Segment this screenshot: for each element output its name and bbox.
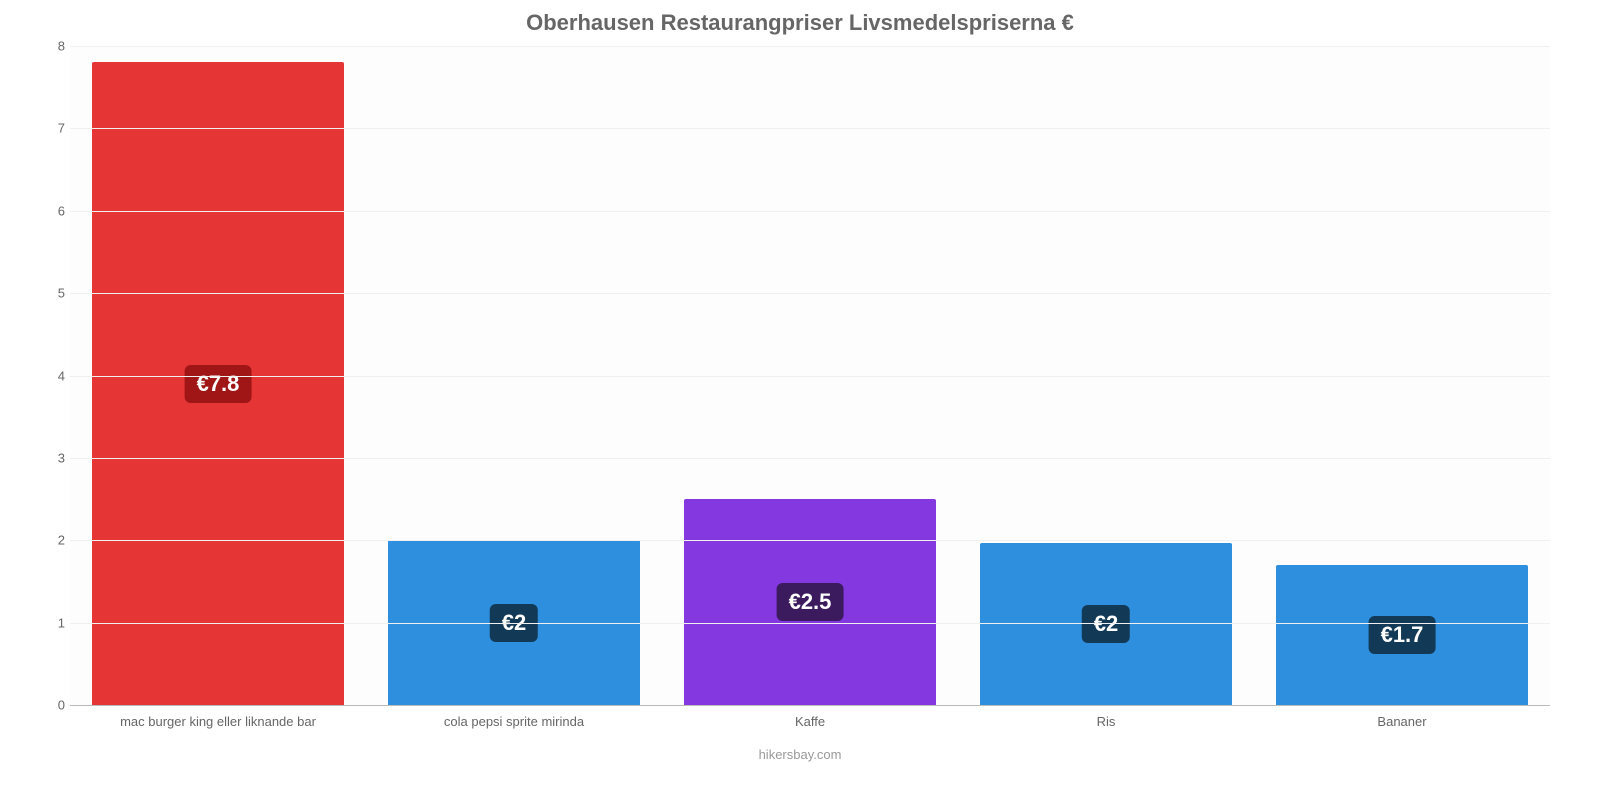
x-axis-label: Kaffe: [662, 714, 958, 729]
y-tick-label: 4: [40, 368, 65, 383]
grid-line: [70, 293, 1550, 294]
grid-line: [70, 623, 1550, 624]
x-axis-label: mac burger king eller liknande bar: [70, 714, 366, 729]
x-axis-labels: mac burger king eller liknande barcola p…: [70, 714, 1550, 729]
grid-line: [70, 458, 1550, 459]
y-tick-label: 5: [40, 286, 65, 301]
value-badge: €2: [1082, 605, 1130, 643]
grid-line: [70, 376, 1550, 377]
chart-title: Oberhausen Restaurangpriser Livsmedelspr…: [20, 10, 1580, 36]
y-tick-label: 7: [40, 121, 65, 136]
price-bar-chart: Oberhausen Restaurangpriser Livsmedelspr…: [0, 0, 1600, 800]
x-axis-label: cola pepsi sprite mirinda: [366, 714, 662, 729]
x-axis-label: Bananer: [1254, 714, 1550, 729]
y-tick-label: 1: [40, 615, 65, 630]
y-tick-label: 2: [40, 533, 65, 548]
plot-area: €7.8€2€2.5€2€1.7 012345678: [70, 46, 1550, 706]
y-tick-label: 0: [40, 698, 65, 713]
bar: €2: [980, 543, 1232, 705]
y-tick-label: 6: [40, 203, 65, 218]
chart-footer: hikersbay.com: [20, 747, 1580, 762]
grid-line: [70, 540, 1550, 541]
grid-line: [70, 128, 1550, 129]
y-tick-label: 8: [40, 39, 65, 54]
grid-line: [70, 46, 1550, 47]
bar: €1.7: [1276, 565, 1528, 705]
grid-line: [70, 211, 1550, 212]
value-badge: €7.8: [185, 365, 252, 403]
y-tick-label: 3: [40, 450, 65, 465]
bar: €7.8: [92, 62, 344, 705]
value-badge: €2.5: [777, 583, 844, 621]
bar: €2.5: [684, 499, 936, 705]
x-axis-label: Ris: [958, 714, 1254, 729]
